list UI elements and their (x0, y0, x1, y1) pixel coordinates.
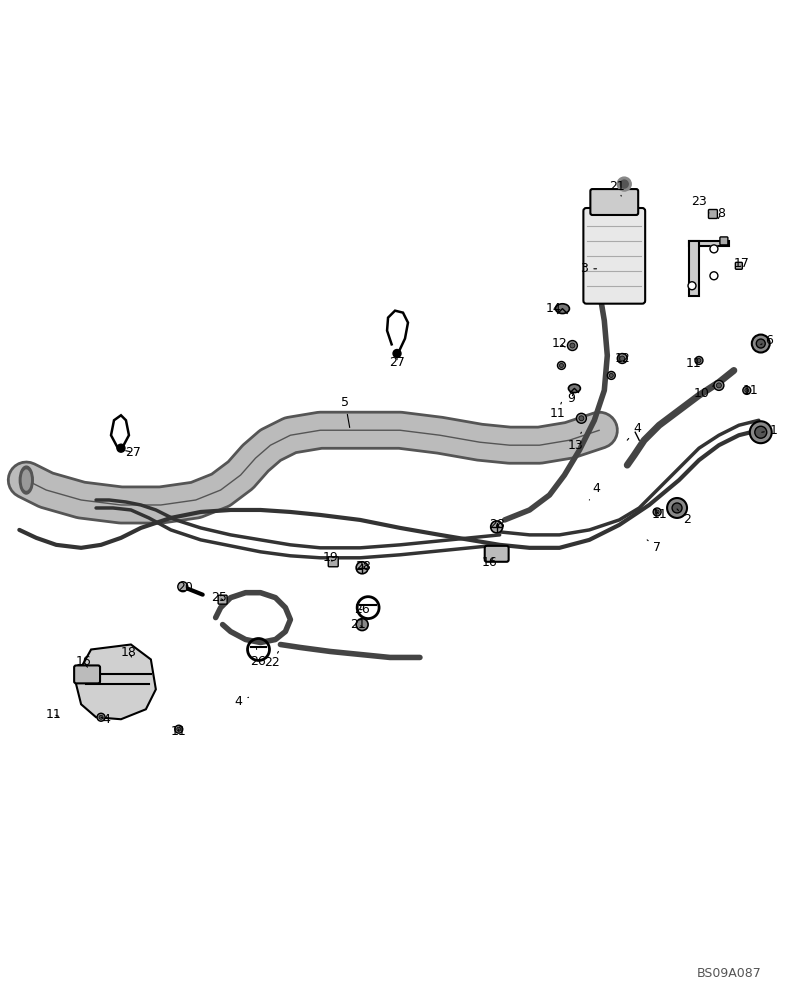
Text: 4: 4 (627, 422, 641, 440)
FancyBboxPatch shape (583, 208, 645, 304)
Text: 12: 12 (614, 352, 630, 365)
Circle shape (117, 444, 125, 452)
Text: 14: 14 (545, 302, 562, 315)
Polygon shape (76, 645, 156, 719)
FancyBboxPatch shape (709, 210, 718, 218)
Text: 16: 16 (482, 556, 498, 569)
Text: 9: 9 (567, 392, 575, 405)
Text: 11: 11 (171, 725, 187, 738)
Circle shape (710, 272, 718, 280)
Circle shape (559, 363, 563, 367)
Circle shape (688, 282, 696, 290)
Text: 1: 1 (762, 424, 777, 437)
Text: 11: 11 (549, 402, 566, 420)
Polygon shape (689, 241, 729, 246)
FancyBboxPatch shape (720, 237, 728, 245)
Circle shape (617, 177, 631, 191)
Circle shape (743, 386, 751, 394)
Text: 5: 5 (341, 396, 350, 428)
Text: 4: 4 (101, 713, 110, 726)
Text: 11: 11 (45, 708, 61, 721)
Text: 26: 26 (250, 648, 265, 668)
Text: 10: 10 (694, 385, 714, 400)
Text: 27: 27 (125, 446, 141, 459)
Text: 22: 22 (264, 651, 280, 669)
FancyBboxPatch shape (74, 665, 100, 683)
Circle shape (655, 510, 659, 514)
Circle shape (620, 356, 625, 361)
Circle shape (750, 421, 772, 443)
Circle shape (609, 373, 613, 377)
Circle shape (570, 343, 575, 348)
Text: 7: 7 (647, 540, 661, 554)
Text: 11: 11 (743, 384, 759, 397)
Text: 4: 4 (234, 695, 249, 708)
Ellipse shape (23, 470, 30, 490)
Circle shape (567, 341, 578, 351)
Circle shape (710, 245, 718, 253)
Text: 28: 28 (356, 560, 371, 573)
Text: 12: 12 (552, 337, 567, 350)
Text: 21: 21 (351, 618, 366, 631)
Circle shape (695, 356, 703, 364)
Circle shape (745, 388, 749, 392)
Text: 19: 19 (322, 551, 338, 564)
Circle shape (755, 426, 767, 438)
Circle shape (653, 508, 661, 516)
Circle shape (751, 335, 770, 353)
Circle shape (697, 358, 701, 362)
Circle shape (710, 245, 718, 253)
Circle shape (672, 503, 682, 513)
Circle shape (714, 380, 724, 390)
Text: 17: 17 (734, 257, 750, 270)
Circle shape (576, 413, 587, 423)
Text: 11: 11 (686, 357, 702, 370)
Circle shape (617, 354, 627, 363)
Ellipse shape (19, 466, 33, 494)
Circle shape (97, 713, 105, 721)
Circle shape (356, 619, 368, 631)
Text: 3: 3 (580, 262, 596, 275)
FancyBboxPatch shape (735, 262, 743, 269)
Text: 4: 4 (589, 482, 600, 500)
Ellipse shape (569, 384, 580, 393)
Circle shape (393, 350, 401, 357)
FancyBboxPatch shape (328, 557, 339, 567)
Text: 20: 20 (177, 581, 192, 594)
Circle shape (175, 725, 183, 733)
Circle shape (608, 371, 615, 379)
Text: 25: 25 (211, 591, 226, 604)
FancyBboxPatch shape (218, 595, 227, 604)
Text: BS09A087: BS09A087 (696, 967, 761, 980)
Text: 27: 27 (389, 356, 405, 369)
Circle shape (667, 498, 687, 518)
Circle shape (717, 383, 722, 388)
Circle shape (579, 416, 584, 421)
Circle shape (356, 562, 368, 574)
Circle shape (99, 715, 103, 719)
Text: 28: 28 (489, 518, 505, 531)
Ellipse shape (555, 304, 570, 314)
Circle shape (621, 180, 629, 188)
Circle shape (178, 582, 187, 592)
Circle shape (756, 339, 765, 348)
Circle shape (177, 727, 181, 731)
Text: 8: 8 (717, 207, 725, 220)
Text: 26: 26 (354, 603, 370, 616)
Text: 16: 16 (75, 655, 91, 668)
Text: 13: 13 (567, 432, 583, 452)
Text: 18: 18 (121, 646, 137, 659)
Text: 6: 6 (761, 334, 772, 347)
Circle shape (558, 361, 566, 369)
Text: 2: 2 (677, 509, 691, 526)
Polygon shape (689, 241, 699, 296)
Circle shape (490, 521, 503, 533)
Text: 11: 11 (651, 508, 667, 521)
FancyBboxPatch shape (591, 189, 638, 215)
Text: 21: 21 (609, 180, 625, 196)
FancyBboxPatch shape (485, 546, 509, 562)
Text: 23: 23 (691, 195, 709, 213)
